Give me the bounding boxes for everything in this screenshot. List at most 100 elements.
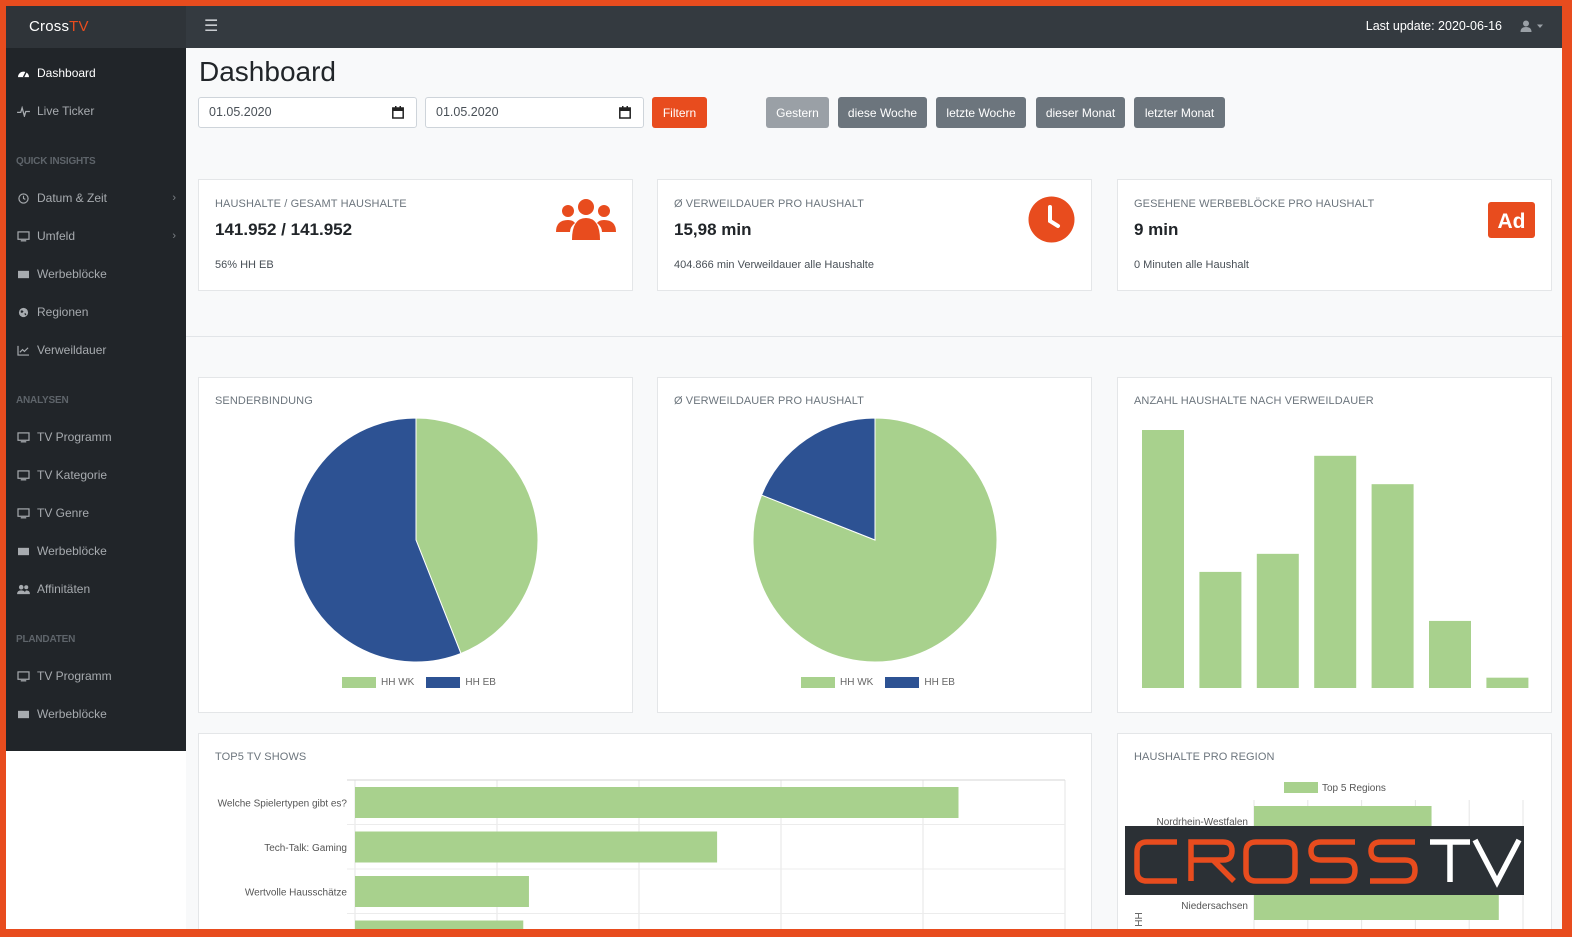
stat-title: HAUSHALTE / GESAMT HAUSHALTE	[215, 198, 407, 210]
bar[interactable]	[355, 876, 529, 907]
sidebar-item-datum-zeit[interactable]: Datum & Zeit ›	[16, 188, 176, 208]
bar[interactable]	[1371, 484, 1414, 688]
chevron-right-icon: ›	[172, 192, 176, 204]
user-icon	[1520, 20, 1532, 32]
quick-filter-gestern[interactable]: Gestern	[766, 97, 829, 128]
chart-card-anzahl-haushalte: ANZAHL HAUSHALTE NACH VERWEILDAUER	[1117, 377, 1552, 713]
legend-label: HH EB	[465, 677, 496, 688]
desktop-icon	[16, 670, 30, 682]
desktop-icon	[16, 507, 30, 519]
legend-swatch	[426, 677, 461, 688]
calendar-icon[interactable]	[619, 106, 631, 119]
quick-filter-dieser-monat[interactable]: dieser Monat	[1036, 97, 1125, 128]
quick-filter-letzte-woche[interactable]: letzte Woche	[936, 97, 1026, 128]
globe-icon	[16, 306, 30, 318]
sidebar-item-dashboard[interactable]: Dashboard	[16, 63, 176, 83]
tick-label: Tech-Talk: Gaming	[264, 843, 347, 854]
chart-card-verweildauer: Ø VERWEILDAUER PRO HAUSHALT HH WK HH EB	[657, 377, 1092, 713]
anzahl-haushalte-bar-chart	[1142, 430, 1529, 688]
user-menu-dropdown[interactable]	[1520, 17, 1544, 32]
bar[interactable]	[1142, 430, 1184, 688]
sidebar-item-umfeld[interactable]: Umfeld ›	[16, 226, 176, 246]
sidebar-item-verweildauer[interactable]: Verweildauer	[16, 340, 176, 360]
heartbeat-icon	[16, 105, 30, 117]
sidebar-heading-plandaten: PLANDATEN	[16, 634, 76, 645]
stat-value: 15,98 min	[674, 220, 752, 239]
tick-label: Niedersachsen	[1181, 901, 1248, 912]
bar[interactable]	[1314, 455, 1357, 688]
sidebar-heading-quick-insights: QUICK INSIGHTS	[16, 156, 96, 167]
bar[interactable]	[355, 920, 524, 930]
legend-swatch	[801, 677, 835, 688]
stat-sub: 404.866 min Verweildauer alle Haushalte	[674, 259, 874, 271]
chart-title: TOP5 TV SHOWS	[215, 751, 307, 763]
pie-slice-hh-eb[interactable]	[293, 417, 462, 663]
date-from-input[interactable]: 01.05.2020	[198, 97, 417, 128]
legend-swatch	[885, 677, 920, 688]
sidebar-item-label: Umfeld	[37, 229, 76, 243]
chart-title: SENDERBINDUNG	[215, 395, 313, 407]
stat-card-verweildauer: Ø VERWEILDAUER PRO HAUSHALT 15,98 min 40…	[657, 179, 1092, 291]
sidebar-item-werbebloecke[interactable]: Werbeblöcke	[16, 264, 176, 284]
chart-title: Ø VERWEILDAUER PRO HAUSHALT	[674, 395, 864, 407]
chart-legend: HH WK HH EB	[342, 677, 508, 688]
sidebar-item-tv-kategorie[interactable]: TV Kategorie	[16, 465, 176, 485]
sidebar-item-regionen[interactable]: Regionen	[16, 302, 176, 322]
sidebar-heading-analysen: ANALYSEN	[16, 395, 69, 406]
sidebar-item-label: Werbeblöcke	[37, 707, 107, 721]
bar[interactable]	[1199, 571, 1242, 688]
users-icon	[16, 583, 30, 595]
filter-button[interactable]: Filtern	[652, 97, 707, 128]
desktop-icon	[16, 230, 30, 242]
chart-title: ANZAHL HAUSHALTE NACH VERWEILDAUER	[1134, 395, 1374, 407]
section-divider	[186, 336, 1562, 337]
bar[interactable]	[1486, 677, 1529, 688]
legend-label: Top 5 Regions	[1322, 783, 1386, 794]
quick-filter-diese-woche[interactable]: diese Woche	[838, 97, 927, 128]
crosstv-watermark-logo	[1125, 826, 1524, 895]
clock-icon	[1028, 196, 1075, 243]
sidebar-item-affinitaeten[interactable]: Affinitäten	[16, 579, 176, 599]
bar[interactable]	[355, 787, 959, 818]
legend-label: HH EB	[924, 677, 955, 688]
stat-value: 9 min	[1134, 220, 1179, 239]
sidebar-item-werbebloecke-plandaten[interactable]: Werbeblöcke	[16, 704, 176, 724]
stat-sub: 0 Minuten alle Haushalt	[1134, 259, 1249, 271]
sidebar-item-label: Regionen	[37, 305, 89, 319]
desktop-icon	[16, 431, 30, 443]
sidebar-item-label: Dashboard	[37, 66, 96, 80]
caret-down-icon	[1537, 24, 1543, 28]
brand-area: CrossTV	[6, 6, 186, 48]
quick-filter-letzter-monat[interactable]: letzter Monat	[1134, 97, 1225, 128]
bar[interactable]	[1429, 620, 1471, 688]
sidebar-item-tv-programm[interactable]: TV Programm	[16, 427, 176, 447]
pie-slice-hh-eb[interactable]	[760, 417, 876, 541]
chart-title: HAUSHALTE PRO REGION	[1134, 751, 1275, 763]
bar[interactable]	[1254, 890, 1499, 920]
hamburger-menu-icon[interactable]: ☰	[204, 18, 219, 35]
chart-card-senderbindung: SENDERBINDUNG HH WK HH EB	[198, 377, 633, 713]
date-to-input[interactable]: 01.05.2020	[425, 97, 644, 128]
sidebar-item-label: TV Programm	[37, 669, 112, 683]
y-axis-label: Anzahl an HH	[1134, 912, 1145, 929]
app-frame: CrossTV ☰ Last update: 2020-06-16 Dashbo…	[6, 6, 1562, 929]
brand-logo[interactable]: CrossTV	[29, 18, 89, 35]
sidebar-item-werbebloecke-analysen[interactable]: Werbeblöcke	[16, 541, 176, 561]
sidebar-item-tv-programm-plandaten[interactable]: TV Programm	[16, 666, 176, 686]
verweildauer-pie-chart	[752, 417, 998, 663]
sidebar-item-tv-genre[interactable]: TV Genre	[16, 503, 176, 523]
tachometer-icon	[16, 67, 30, 79]
sidebar-item-label: Datum & Zeit	[37, 191, 108, 205]
calendar-icon[interactable]	[392, 106, 404, 119]
sidebar-item-live-ticker[interactable]: Live Ticker	[16, 101, 176, 121]
stat-title: Ø VERWEILDAUER PRO HAUSHALT	[674, 198, 864, 210]
bar[interactable]	[1256, 553, 1299, 688]
ad-icon: Ad	[1488, 202, 1535, 238]
date-from-value: 01.05.2020	[209, 105, 272, 119]
sidebar-item-label: Affinitäten	[37, 582, 91, 596]
chevron-right-icon: ›	[172, 230, 176, 242]
bar[interactable]	[355, 831, 718, 863]
sidebar: Dashboard Live Ticker QUICK INSIGHTS Dat…	[6, 48, 186, 751]
pie-slice-hh-wk[interactable]	[415, 417, 539, 655]
desktop-icon	[16, 469, 30, 481]
